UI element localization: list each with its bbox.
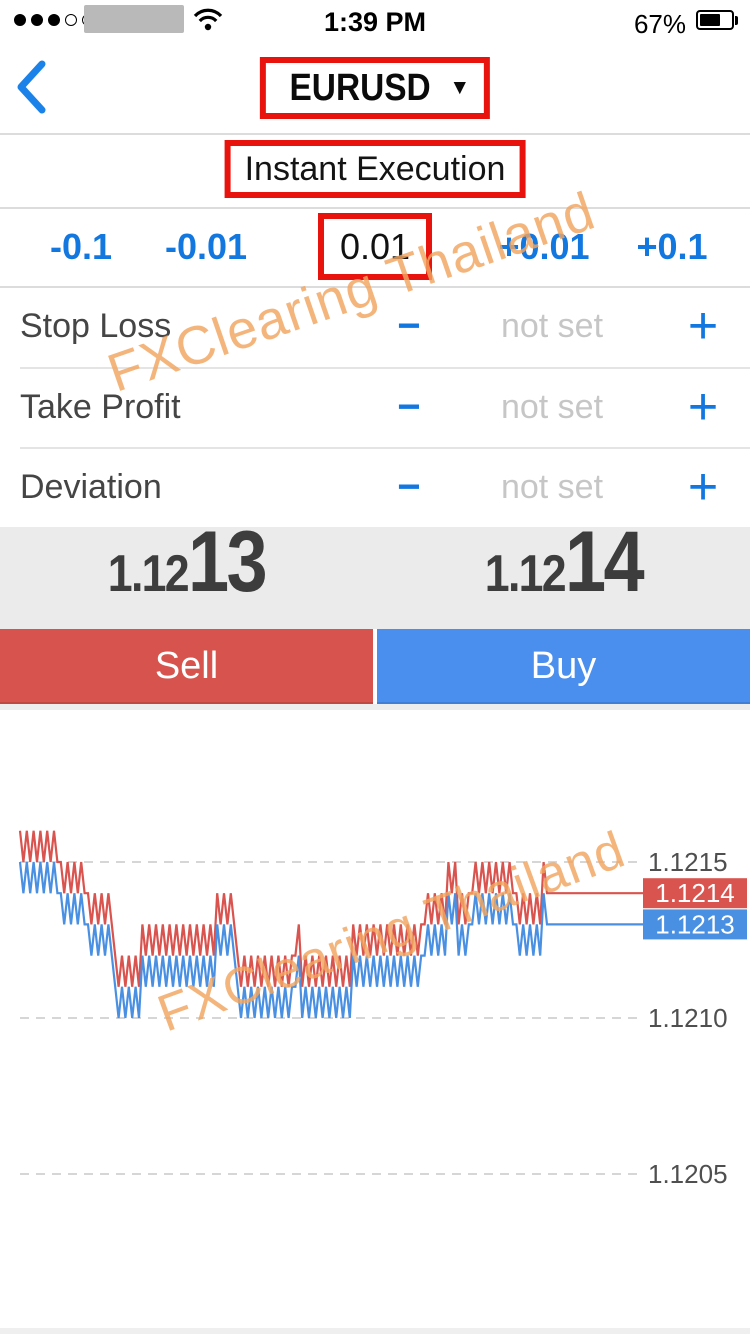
volume-row: -0.1 -0.01 0.01 +0.01 +0.1: [0, 207, 750, 286]
divider: [20, 447, 750, 449]
sell-price-pips: 13: [188, 514, 268, 610]
take-profit-value[interactable]: not set: [500, 388, 604, 426]
sell-price-prefix: 1.12: [107, 545, 190, 603]
quote-panel: 1.12 13 1.12 14: [0, 514, 750, 629]
status-bar: 1:39 PM 67%: [0, 0, 750, 40]
y-axis-label: 1.1210: [648, 1003, 728, 1033]
bid-line: [18, 861, 643, 1019]
execution-type-label: Instant Execution: [244, 149, 506, 188]
buy-button[interactable]: Buy: [377, 629, 750, 704]
button-strip: [0, 704, 750, 710]
signal-dot-filled: [31, 14, 43, 26]
deviation-row: Deviation − not set +: [0, 447, 750, 527]
y-axis-label: 1.1215: [648, 847, 728, 877]
dropdown-arrow-icon: ▼: [449, 76, 471, 99]
volume-inc-small-button[interactable]: +0.01: [498, 226, 590, 267]
carrier-name-redacted: [84, 5, 184, 33]
chevron-left-icon: [17, 60, 46, 114]
volume-value: 0.01: [339, 225, 411, 267]
divider: [0, 207, 750, 209]
ask-price-badge-label: 1.1214: [655, 878, 735, 908]
volume-dec-small-button[interactable]: -0.01: [164, 226, 248, 267]
stop-loss-row: Stop Loss − not set +: [0, 286, 750, 367]
battery-icon: [696, 10, 738, 30]
take-profit-row: Take Profit − not set +: [0, 367, 750, 447]
stop-loss-value[interactable]: not set: [500, 307, 604, 345]
take-profit-minus-button[interactable]: −: [397, 385, 421, 429]
take-profit-plus-button[interactable]: +: [687, 378, 719, 436]
symbol-selector[interactable]: EURUSD ▼: [259, 57, 491, 119]
buy-price: 1.12 14: [377, 514, 750, 629]
volume-value-field[interactable]: 0.01: [318, 213, 432, 280]
stop-loss-plus-button[interactable]: +: [687, 297, 719, 355]
bottom-bar-edge: [0, 1328, 750, 1334]
buy-price-pips: 14: [565, 514, 645, 610]
deviation-minus-button[interactable]: −: [397, 465, 421, 509]
deviation-value[interactable]: not set: [500, 468, 604, 506]
clock: 1:39 PM: [323, 7, 427, 37]
deviation-label: Deviation: [20, 468, 162, 506]
sell-button[interactable]: Sell: [0, 629, 373, 704]
signal-dot-filled: [48, 14, 60, 26]
volume-dec-large-button[interactable]: -0.1: [49, 226, 113, 267]
volume-inc-large-button[interactable]: +0.1: [636, 226, 708, 267]
take-profit-label: Take Profit: [20, 388, 181, 426]
signal-dot-filled: [14, 14, 26, 26]
divider: [0, 133, 750, 135]
watermark: FXClearing Thailand: [150, 820, 633, 1044]
back-button[interactable]: [12, 59, 48, 115]
ask-price-badge: [643, 878, 747, 909]
deviation-plus-button[interactable]: +: [687, 458, 719, 516]
stop-loss-minus-button[interactable]: −: [397, 304, 421, 348]
ask-line: [18, 830, 643, 987]
signal-dot-empty: [65, 14, 77, 26]
sell-price: 1.12 13: [0, 514, 373, 629]
bid-price-badge-label: 1.1213: [655, 909, 735, 939]
y-axis-label: 1.1205: [648, 1159, 728, 1189]
battery-nub: [735, 15, 738, 25]
execution-type-selector[interactable]: Instant Execution: [224, 140, 526, 198]
signal-dots-icon: [14, 14, 94, 26]
symbol-label: EURUSD: [289, 66, 431, 109]
bid-price-badge: [643, 909, 747, 940]
divider: [0, 286, 750, 288]
divider: [20, 367, 750, 369]
buy-price-prefix: 1.12: [484, 545, 567, 603]
battery-fill: [700, 14, 721, 26]
battery-percent: 67%: [633, 9, 686, 39]
stop-loss-label: Stop Loss: [20, 307, 172, 345]
wifi-icon: [193, 8, 223, 31]
